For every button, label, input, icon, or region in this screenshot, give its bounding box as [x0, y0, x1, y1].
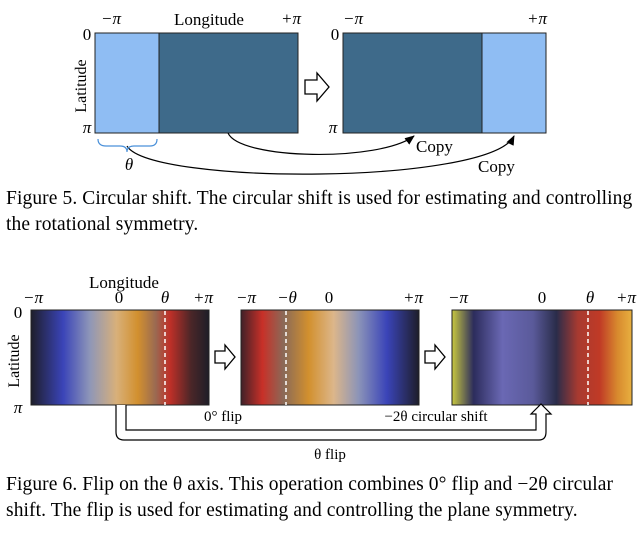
fig5-right-zero: 0	[331, 25, 340, 44]
figure5: Longitude −π +π −π +π 0 0 π π Latitude θ…	[73, 9, 547, 176]
fig6-shift-label: −2θ circular shift	[384, 409, 488, 425]
figure5-caption: Figure 5. Circular shift. The circular s…	[6, 188, 633, 235]
fig5-left-dark-block	[158, 32, 299, 134]
fig6-pi-side: π	[14, 398, 23, 417]
fig5-right-dark-block	[342, 32, 483, 134]
fig5-copy-arrow-inner	[227, 132, 415, 156]
fig5-copy-arrow-outer	[126, 135, 515, 175]
fig6-panel-flipped	[240, 309, 420, 406]
figure6-caption: Figure 6. Flip on the θ axis. This opera…	[6, 474, 614, 521]
fig6-transform-arrow-2-icon	[424, 343, 446, 371]
fig5-theta-label: θ	[125, 155, 133, 174]
fig5-longitude-label: Longitude	[174, 10, 244, 29]
fig6-p2-zero: 0	[325, 288, 334, 307]
fig5-left-neg-pi: −π	[101, 9, 121, 28]
fig6-p1-pos-pi: +π	[193, 288, 213, 307]
fig5-right-pi: π	[329, 118, 338, 137]
fig6-p3-zero: 0	[538, 288, 547, 307]
fig6-p2-neg-pi: −π	[236, 288, 256, 307]
fig6-p1-neg-pi: −π	[23, 288, 43, 307]
fig5-left-zero: 0	[83, 25, 92, 44]
fig6-p3-theta: θ	[586, 288, 594, 307]
fig5-left-light-strip	[94, 32, 160, 134]
fig5-theta-bracket	[97, 138, 158, 153]
fig6-p3-pos-pi: +π	[616, 288, 636, 307]
fig5-left-pi: π	[83, 118, 92, 137]
fig5-left-pos-pi: +π	[281, 9, 301, 28]
fig5-transform-arrow-icon	[304, 71, 330, 103]
fig6-panel-original	[30, 309, 210, 406]
fig6-zero-side: 0	[14, 303, 23, 322]
fig6-p2-neg-theta: −θ	[277, 288, 297, 307]
fig5-right-pos-pi: +π	[527, 9, 547, 28]
figure6: Longitude −π 0 θ +π −π −θ 0 +π −π 0 θ +π…	[6, 273, 636, 463]
fig5-right-light-strip	[481, 32, 547, 134]
fig5-copy-label-bottom: Copy	[478, 157, 515, 176]
fig5-latitude-label: Latitude	[73, 59, 90, 112]
fig6-p1-zero: 0	[115, 288, 124, 307]
fig6-p2-pos-pi: +π	[403, 288, 423, 307]
fig6-p1-theta: θ	[161, 288, 169, 307]
fig5-right-neg-pi: −π	[343, 9, 363, 28]
fig6-latitude-label: Latitude	[6, 334, 23, 387]
fig5-copy-label-top: Copy	[416, 137, 453, 156]
fig6-flip-label: 0° flip	[204, 409, 242, 425]
fig6-panel-shifted	[451, 309, 633, 406]
fig6-p3-neg-pi: −π	[448, 288, 468, 307]
fig6-theta-flip-arrow	[115, 403, 553, 441]
fig6-longitude-label: Longitude	[89, 273, 159, 292]
fig6-theta-flip-label: θ flip	[314, 447, 346, 463]
fig6-transform-arrow-1-icon	[214, 343, 236, 371]
